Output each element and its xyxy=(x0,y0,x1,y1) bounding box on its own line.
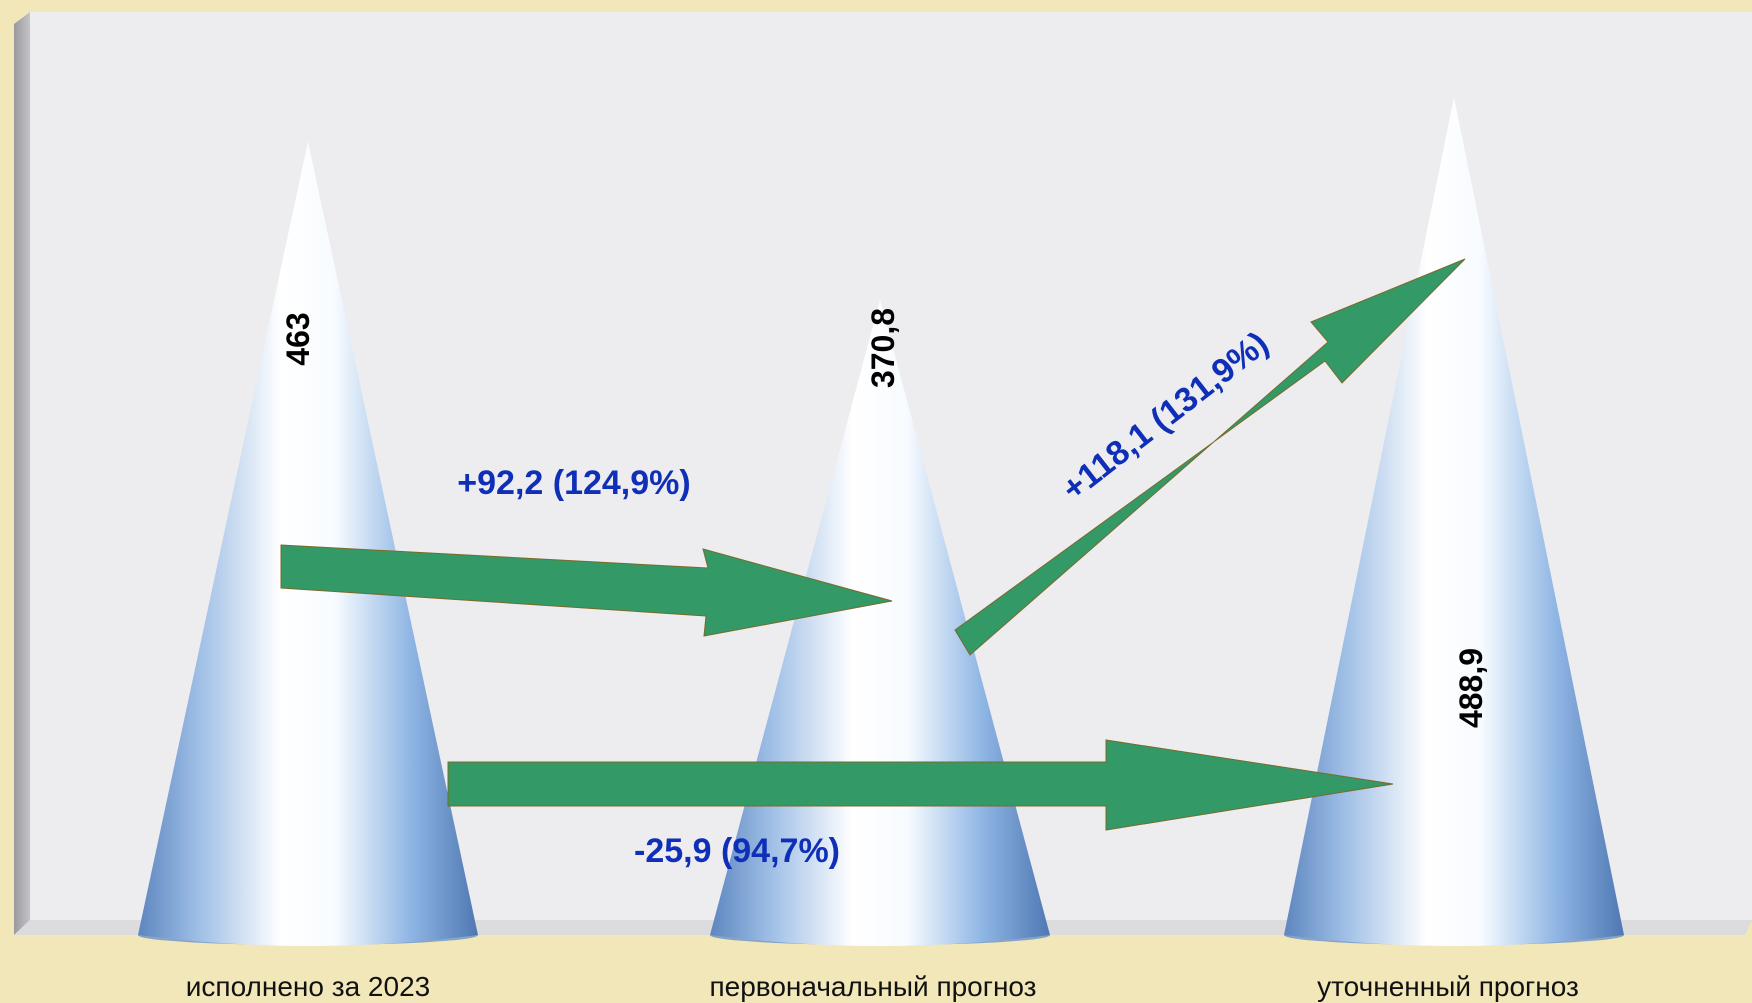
change-label-2: +92,2 (124,9%) xyxy=(457,464,690,502)
cone-2 xyxy=(1284,97,1624,947)
arrows-layer xyxy=(280,258,1466,831)
arrow-2023-to-refined xyxy=(447,739,1394,831)
arrow-initial-to-refined xyxy=(954,258,1466,656)
category-label-0: исполнено за 2023 xyxy=(186,971,430,1002)
value-label-2: 488,9 xyxy=(1453,648,1489,728)
value-label-1: 370,8 xyxy=(865,308,901,388)
cone-body-2 xyxy=(1284,97,1624,947)
plot-left-wall xyxy=(14,12,30,935)
category-label-1: первоначальный прогноз xyxy=(709,971,1036,1002)
arrow-2023-to-initial xyxy=(280,544,893,637)
cone-body-0 xyxy=(138,141,478,947)
change-label-0: -25,9 (94,7%) xyxy=(634,832,840,870)
value-label-0: 463 xyxy=(280,312,316,365)
cone-0 xyxy=(138,141,478,947)
category-label-2: уточненный прогноз xyxy=(1317,971,1579,1002)
